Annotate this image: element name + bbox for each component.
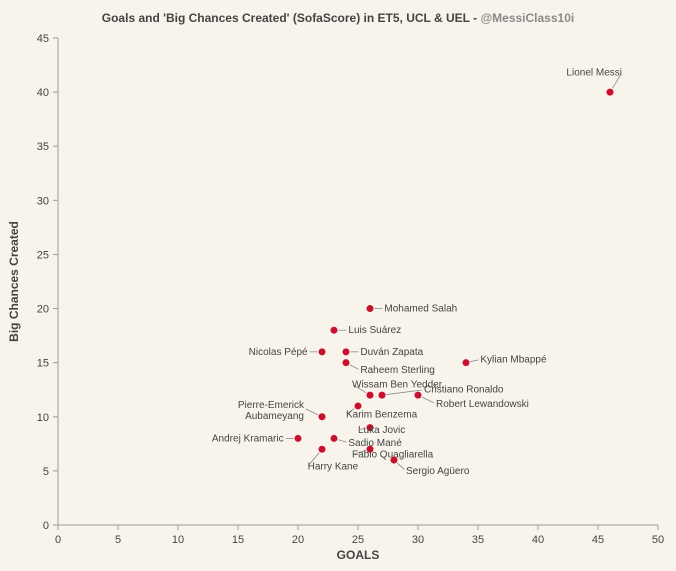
data-point — [463, 359, 470, 366]
data-label: Sergio Agüero — [406, 466, 470, 477]
y-tick-label: 30 — [37, 195, 49, 207]
x-tick-label: 15 — [232, 534, 244, 546]
data-label: Mohamed Salah — [384, 304, 457, 315]
y-tick-label: 25 — [37, 249, 49, 261]
data-point — [331, 435, 338, 442]
y-tick-label: 15 — [37, 358, 49, 370]
data-point — [355, 402, 362, 409]
data-label: Sadio Mané — [348, 438, 402, 449]
data-point — [415, 392, 422, 399]
x-tick-label: 50 — [652, 534, 664, 546]
y-tick-label: 40 — [37, 87, 49, 99]
x-tick-label: 5 — [115, 534, 121, 546]
chart-container: Goals and 'Big Chances Created' (SofaSco… — [0, 0, 676, 571]
data-point — [343, 359, 350, 366]
data-label: Raheem Sterling — [360, 365, 434, 376]
data-label: Robert Lewandowski — [436, 399, 529, 410]
data-label: Luka Jovic — [358, 425, 405, 436]
chart-title: Goals and 'Big Chances Created' (SofaSco… — [102, 11, 574, 25]
y-tick-label: 35 — [37, 141, 49, 153]
leader-line — [470, 360, 478, 362]
data-label: Nicolas Pépé — [249, 347, 308, 358]
leader-line — [397, 463, 404, 469]
leader-line — [350, 365, 359, 370]
x-tick-label: 10 — [172, 534, 184, 546]
x-tick-label: 40 — [532, 534, 544, 546]
data-point — [295, 435, 302, 442]
data-label: Luis Suárez — [348, 325, 401, 336]
data-point — [319, 413, 326, 420]
data-label: Cristiano Ronaldo — [424, 385, 504, 396]
x-axis-label: GOALS — [337, 548, 380, 562]
x-tick-label: 30 — [412, 534, 424, 546]
data-label: Pierre-EmerickAubameyang — [238, 400, 305, 422]
data-point — [367, 305, 374, 312]
leader-line — [306, 409, 318, 415]
x-tick-label: 25 — [352, 534, 364, 546]
data-point — [319, 348, 326, 355]
y-tick-label: 5 — [43, 466, 49, 478]
y-tick-label: 10 — [37, 412, 49, 424]
data-label: Karim Benzema — [346, 410, 418, 421]
data-label: Duván Zapata — [360, 347, 423, 358]
data-point — [367, 392, 374, 399]
x-tick-label: 20 — [292, 534, 304, 546]
data-point — [331, 327, 338, 334]
y-axis-label: Big Chances Created — [7, 221, 21, 342]
y-tick-label: 20 — [37, 304, 49, 316]
x-tick-label: 45 — [592, 534, 604, 546]
data-point — [607, 89, 614, 96]
data-label: Lionel Messi — [566, 68, 622, 79]
data-point — [379, 392, 386, 399]
data-label: Kylian Mbappé — [480, 354, 547, 365]
leader-line — [338, 440, 346, 442]
data-point — [391, 457, 398, 464]
scatter-plot: Goals and 'Big Chances Created' (SofaSco… — [0, 0, 676, 571]
y-tick-label: 45 — [37, 33, 49, 45]
y-tick-label: 0 — [43, 520, 49, 532]
leader-line — [422, 397, 434, 403]
data-point — [319, 446, 326, 453]
data-point — [343, 348, 350, 355]
x-tick-label: 35 — [472, 534, 484, 546]
data-label: Harry Kane — [308, 462, 359, 473]
data-label: Andrej Kramaric — [212, 433, 284, 444]
x-tick-label: 0 — [55, 534, 61, 546]
